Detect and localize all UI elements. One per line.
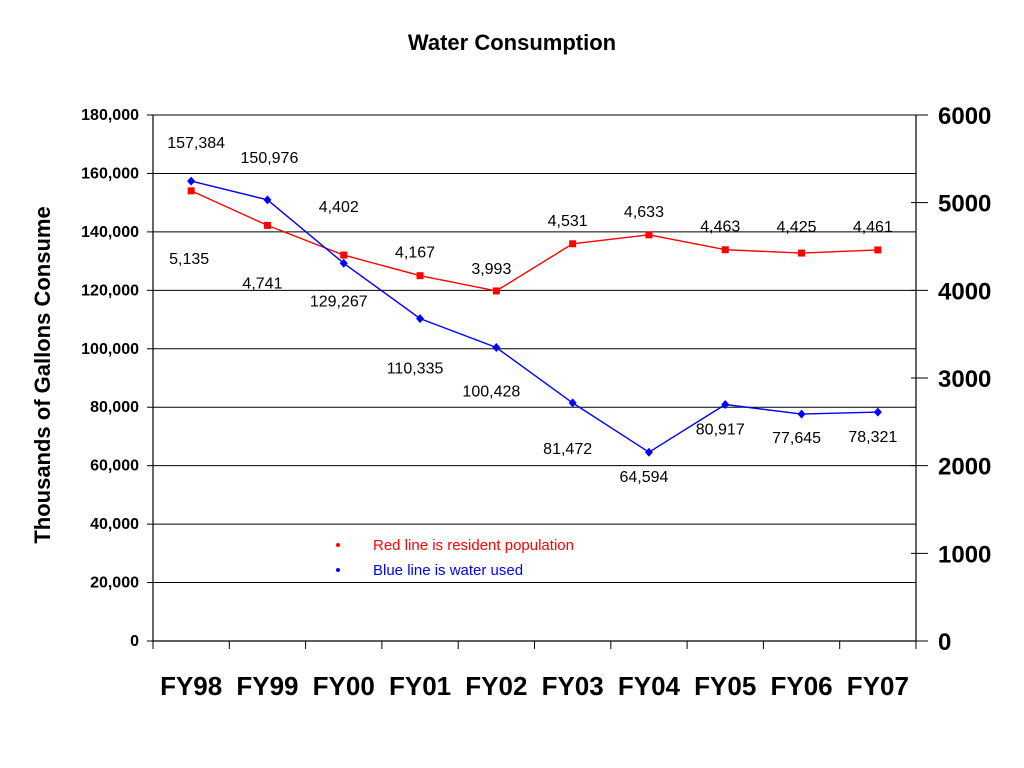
water-marker [721, 400, 730, 410]
x-tick-label: FY04 [618, 671, 681, 701]
y-tick-label: 80,000 [90, 399, 139, 416]
data-label: 5,135 [169, 251, 209, 268]
x-tick-label: FY98 [160, 671, 222, 701]
water-line [191, 180, 878, 454]
series-lines [187, 176, 882, 457]
population-marker [569, 240, 577, 248]
water-marker [492, 343, 501, 353]
y-tick-label: 60,000 [90, 458, 139, 475]
data-label: 4,425 [777, 219, 817, 236]
y-tick-label: 180,000 [81, 107, 139, 124]
water-marker [568, 398, 577, 408]
data-label: 4,461 [853, 219, 893, 236]
data-label: 4,167 [395, 245, 435, 262]
legend-note: Blue line is water used [373, 562, 523, 579]
population-marker [721, 246, 729, 254]
data-label: 150,976 [241, 150, 299, 167]
data-label: 64,594 [619, 469, 668, 486]
data-label: 81,472 [543, 441, 592, 458]
data-label: 157,384 [167, 135, 225, 152]
x-tick-label: FY06 [770, 671, 832, 701]
legend-notes: Red line is resident population Blue line… [336, 537, 574, 579]
y2-tick-label: 1000 [938, 541, 991, 568]
legend-bullet [336, 568, 340, 572]
population-line [190, 190, 878, 292]
y-axis-label: Thousands of Gallons Consume [30, 206, 55, 543]
water-marker [263, 195, 272, 205]
data-label: 4,633 [624, 204, 664, 221]
y-tick-label: 20,000 [90, 575, 139, 592]
y2-tick-label: 2000 [938, 454, 991, 481]
x-tick-label: FY05 [694, 671, 756, 701]
y2-tick-label: 5000 [938, 191, 991, 218]
data-label: 129,267 [310, 293, 368, 310]
y-tick-label: 120,000 [81, 282, 139, 299]
chart-title: Water Consumption [408, 30, 616, 55]
population-marker [416, 272, 424, 280]
y-tick-label: 40,000 [90, 516, 139, 533]
x-tick-label: FY02 [465, 671, 527, 701]
population-marker [874, 246, 882, 254]
population-marker [263, 221, 271, 229]
y2-tick-label: 4000 [938, 278, 991, 305]
data-label: 110,335 [387, 361, 444, 378]
tick-labels: 0 20,000 40,000 60,000 80,000 100,000 120,000 1… [81, 103, 991, 701]
population-marker [340, 251, 348, 259]
data-label: 77,645 [772, 430, 821, 447]
y2-tick-label: 3000 [938, 366, 991, 393]
data-label: 4,463 [700, 219, 740, 236]
data-label: 3,993 [471, 261, 511, 278]
water-marker [187, 176, 196, 186]
water-marker [339, 258, 348, 268]
x-tick-label: FY99 [236, 671, 298, 701]
data-label: 100,428 [462, 384, 520, 401]
population-marker [798, 249, 806, 257]
population-marker [645, 231, 653, 239]
population-marker [492, 287, 500, 295]
data-label: 4,531 [548, 213, 588, 230]
data-label: 78,321 [848, 429, 897, 446]
x-tick-label: FY07 [847, 671, 909, 701]
gridlines [153, 114, 916, 584]
water-marker [416, 314, 425, 324]
water-marker [797, 409, 806, 419]
y-tick-label: 0 [130, 633, 139, 650]
y2-tick-label: 6000 [938, 103, 991, 130]
legend-note: Red line is resident population [373, 537, 574, 554]
data-label: 4,402 [319, 199, 359, 216]
y-tick-label: 160,000 [81, 165, 139, 182]
x-tick-label: FY03 [542, 671, 604, 701]
water-marker [873, 407, 882, 417]
y-tick-label: 140,000 [81, 224, 139, 241]
data-label: 80,917 [696, 422, 745, 439]
x-tick-label: FY00 [313, 671, 375, 701]
legend-bullet [336, 543, 340, 547]
x-tick-label: FY01 [389, 671, 451, 701]
y2-tick-label: 0 [938, 629, 951, 656]
data-labels: 5,135 4,741 4,402 4,167 3,993 4,531 4,633 4,463… [167, 135, 897, 486]
population-marker [187, 187, 195, 195]
axes [147, 114, 928, 649]
water-marker [644, 447, 653, 457]
y-tick-label: 100,000 [81, 341, 139, 358]
data-label: 4,741 [242, 275, 282, 292]
